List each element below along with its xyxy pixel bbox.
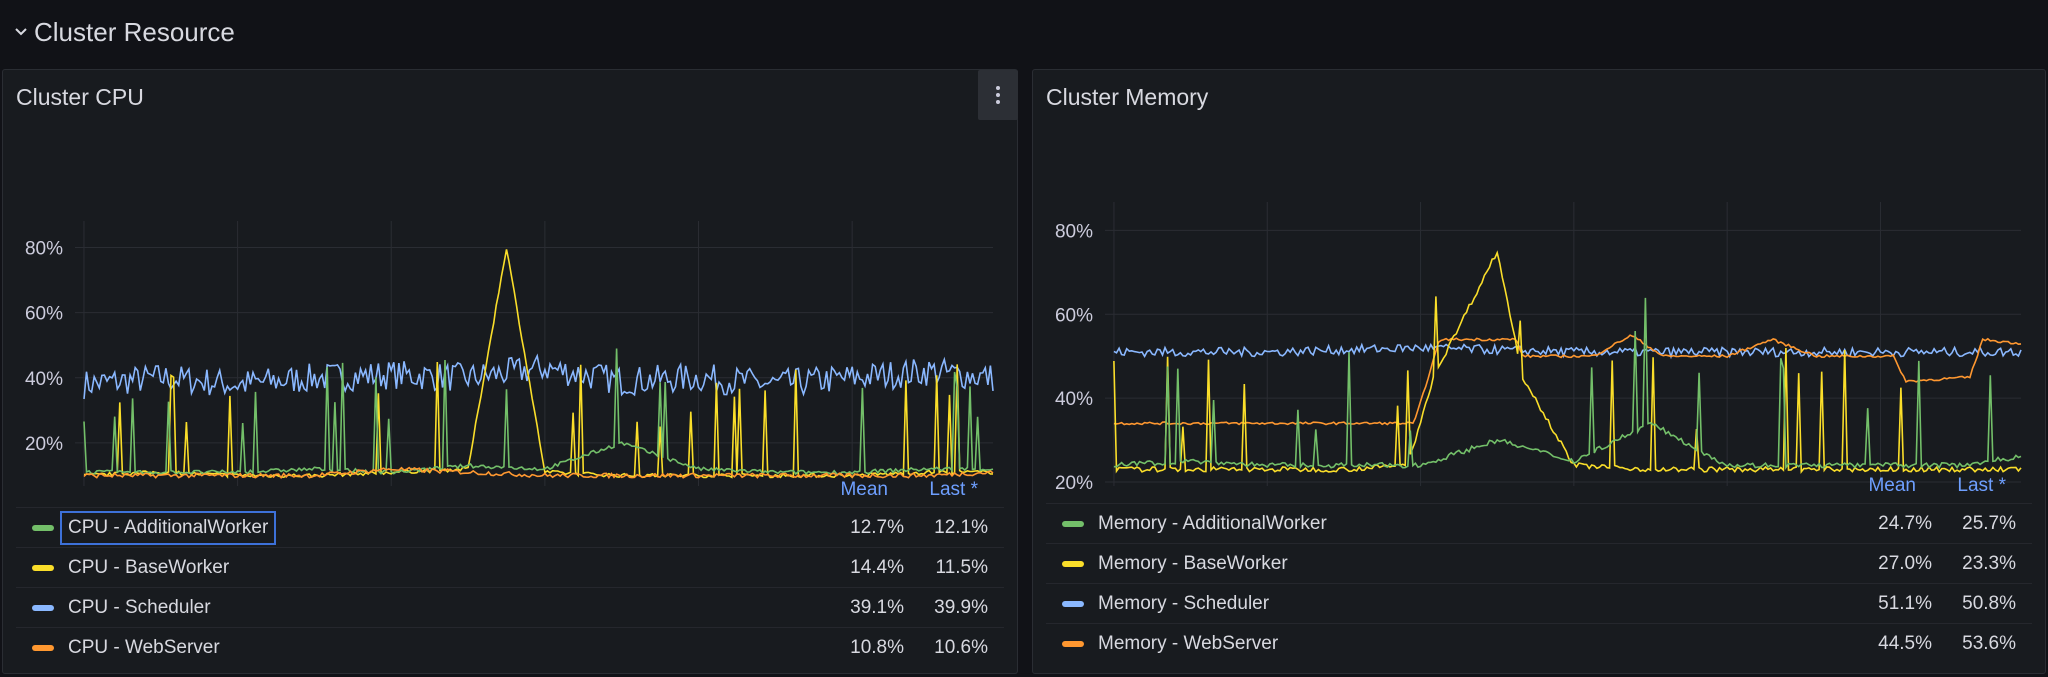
legend-row[interactable]: Memory - Scheduler 51.1% 50.8% — [1046, 583, 2032, 623]
y-tick-label: 20% — [25, 434, 63, 455]
legend-mean-value: 14.4% — [850, 556, 904, 578]
legend-last-value: 12.1% — [934, 516, 988, 538]
legend-mean-value: 27.0% — [1878, 552, 1932, 574]
y-tick-label: 80% — [1055, 221, 1093, 242]
legend-row[interactable]: CPU - AdditionalWorker 12.7% 12.1% — [16, 507, 1004, 547]
legend-swatch — [32, 564, 54, 571]
legend-row[interactable]: CPU - WebServer 10.8% 10.6% — [16, 627, 1004, 667]
legend-last-value: 11.5% — [935, 556, 988, 578]
legend-series-name[interactable]: Memory - BaseWorker — [1098, 552, 1288, 574]
cpu-timeseries-chart[interactable]: 20%40%60%80%04:0006:0008:0010:0012:0014:… — [3, 70, 1017, 490]
legend-mean-value: 12.7% — [850, 516, 904, 538]
legend-last-value: 50.8% — [1962, 592, 2016, 614]
legend-swatch — [1062, 600, 1084, 607]
memory-timeseries-chart[interactable]: 20%40%60%80%04:0006:0008:0010:0012:0014:… — [1033, 70, 2045, 490]
legend-header-mean[interactable]: Mean — [840, 479, 888, 500]
series-line — [1113, 334, 2022, 426]
legend-series-name[interactable]: Memory - Scheduler — [1098, 592, 1270, 614]
legend-swatch — [32, 524, 54, 531]
legend-series-name[interactable]: CPU - BaseWorker — [68, 556, 230, 578]
legend-swatch — [1062, 560, 1084, 567]
legend-swatch — [1062, 640, 1084, 647]
legend-series-name[interactable]: Memory - AdditionalWorker — [1098, 512, 1327, 534]
legend-row[interactable]: CPU - Scheduler 39.1% 39.9% — [16, 587, 1004, 627]
legend-mean-value: 24.7% — [1878, 512, 1932, 534]
cpu-legend-table: Mean Last * CPU - AdditionalWorker 12.7%… — [16, 473, 1004, 667]
legend-last-value: 10.6% — [934, 636, 988, 658]
series-line — [1113, 250, 2022, 475]
legend-series-name[interactable]: CPU - WebServer — [68, 636, 220, 658]
legend-last-value: 53.6% — [1962, 632, 2016, 654]
legend-last-value: 23.3% — [1962, 552, 2016, 574]
legend-mean-value: 51.1% — [1878, 592, 1932, 614]
legend-series-name[interactable]: CPU - Scheduler — [68, 596, 211, 618]
legend-series-name[interactable]: CPU - AdditionalWorker — [59, 510, 277, 545]
row-title: Cluster Resource — [34, 16, 235, 47]
memory-legend-table: Mean Last * Memory - AdditionalWorker 24… — [1046, 469, 2032, 663]
legend-last-value: 25.7% — [1962, 512, 2016, 534]
legend-swatch — [32, 604, 54, 611]
legend-mean-value: 10.8% — [850, 636, 904, 658]
legend-mean-value: 39.1% — [850, 596, 904, 618]
legend-header-mean[interactable]: Mean — [1868, 475, 1916, 496]
panel-menu-button[interactable] — [978, 70, 1018, 120]
panel-cluster-memory: Cluster Memory 20%40%60%80%04:0006:0008:… — [1032, 69, 2046, 674]
series-line — [1113, 297, 2022, 470]
legend-swatch — [32, 644, 54, 651]
row-collapse-toggle[interactable]: Cluster Resource — [14, 12, 235, 52]
series-line — [83, 348, 994, 476]
legend-mean-value: 44.5% — [1878, 632, 1932, 654]
legend-header-last[interactable]: Last * — [929, 479, 978, 500]
legend-row[interactable]: Memory - WebServer 44.5% 53.6% — [1046, 623, 2032, 663]
chevron-down-icon — [15, 28, 27, 36]
legend-series-name[interactable]: Memory - WebServer — [1098, 632, 1279, 654]
y-tick-label: 60% — [25, 304, 63, 325]
series-line — [83, 353, 994, 400]
y-tick-label: 60% — [1055, 305, 1093, 326]
y-tick-label: 40% — [25, 369, 63, 390]
legend-last-value: 39.9% — [934, 596, 988, 618]
panel-title: Cluster CPU — [16, 84, 144, 110]
legend-row[interactable]: CPU - BaseWorker 14.4% 11.5% — [16, 547, 1004, 587]
y-tick-label: 20% — [1055, 473, 1093, 490]
more-vertical-icon — [996, 86, 1000, 104]
series-line — [1113, 342, 2022, 360]
legend-row[interactable]: Memory - BaseWorker 27.0% 23.3% — [1046, 543, 2032, 583]
legend-row[interactable]: Memory - AdditionalWorker 24.7% 25.7% — [1046, 503, 2032, 543]
series-line — [83, 466, 994, 480]
y-tick-label: 40% — [1055, 389, 1093, 410]
y-tick-label: 80% — [25, 239, 63, 260]
legend-swatch — [1062, 520, 1084, 527]
legend-header-last[interactable]: Last * — [1957, 475, 2006, 496]
panel-cluster-cpu: Cluster CPU 20%40%60%80%04:0006:0008:001… — [2, 69, 1018, 674]
panel-title: Cluster Memory — [1046, 84, 1209, 110]
